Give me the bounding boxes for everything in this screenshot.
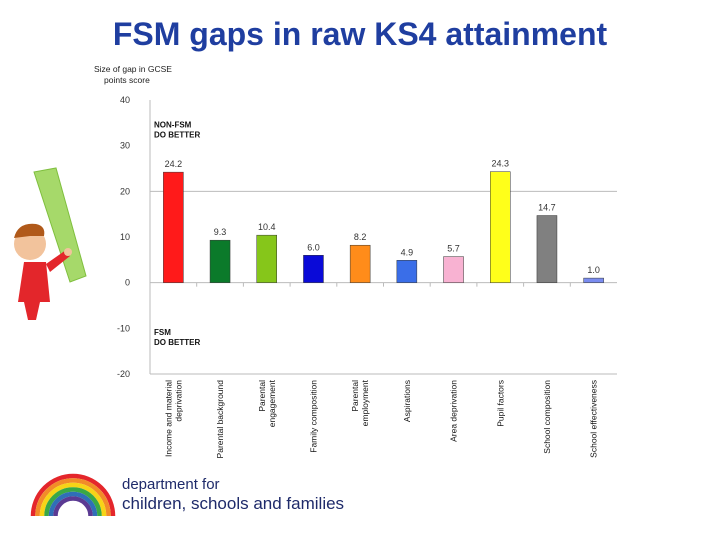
value-label: 5.7 <box>447 244 460 254</box>
value-label: 10.4 <box>258 222 276 232</box>
x-category-label-line: Parental background <box>215 380 225 459</box>
x-category-label-line: engagement <box>267 379 277 427</box>
y-tick-label: 40 <box>120 95 130 105</box>
y-axis-label-line: Size of gap in GCSE <box>94 64 172 74</box>
page-title: FSM gaps in raw KS4 attainment <box>112 16 608 52</box>
bar <box>583 277 604 283</box>
rainbow-arc <box>44 487 102 517</box>
org-name-line-1: department for <box>122 476 220 493</box>
value-label: 9.3 <box>214 227 227 237</box>
annotation-line: FSM <box>154 328 171 337</box>
y-tick-label: 30 <box>120 141 130 151</box>
x-category-label-line: Family composition <box>308 380 318 453</box>
value-label: 6.0 <box>307 242 320 252</box>
x-category-label-line: Income and material <box>163 380 173 457</box>
child-illustration <box>14 167 87 320</box>
rainbow-arc <box>35 478 111 517</box>
value-label: 4.9 <box>401 247 414 257</box>
bars <box>163 171 604 287</box>
y-tick-label: -10 <box>117 323 130 333</box>
x-category-label: Parental engagement <box>257 379 277 427</box>
x-category-label-line: School composition <box>542 380 552 454</box>
x-category-label-line: Pupil factors <box>495 380 505 427</box>
bar-chart: 40 30 20 10 0 -10 -20 Size of gap in GCSEpoint… <box>14 64 617 458</box>
x-category-label-line: School effectiveness <box>589 380 599 458</box>
bar <box>349 244 371 283</box>
x-category-label-line: deprivation <box>173 380 183 422</box>
x-category-label: School effectiveness <box>589 380 599 458</box>
rainbow-arc <box>39 482 107 517</box>
annotation-line: DO BETTER <box>154 338 200 347</box>
dcsf-logo: department for children, schools and fam… <box>30 470 360 520</box>
x-category-label: Area deprivation <box>449 380 459 442</box>
y-tick-labels: 40 30 20 10 0 -10 -20 <box>117 95 130 379</box>
value-labels: 24.2 9.3 10.4 6.0 8.2 4.9 5.7 24.3 14.7 1.0 <box>165 159 600 275</box>
x-category-label-line: Area deprivation <box>449 380 459 442</box>
y-axis-label-line: points score <box>104 75 150 85</box>
bar <box>536 215 558 283</box>
x-category-label: School composition <box>542 380 552 454</box>
rainbow-arc <box>53 496 93 517</box>
x-category-label: Income and material deprivation <box>163 380 183 457</box>
org-name-line-2: children, schools and families <box>122 494 345 513</box>
y-tick-label: 10 <box>120 232 130 242</box>
x-category-labels: Income and material deprivation Parental b… <box>163 379 598 458</box>
x-category-label: Parental employment <box>350 379 370 426</box>
annotation-line: DO BETTER <box>154 130 200 139</box>
x-category-label: Family composition <box>308 380 318 453</box>
annotation-line: NON-FSM <box>154 120 192 129</box>
bar <box>163 171 184 283</box>
rainbow-arc <box>30 473 116 517</box>
bar <box>490 171 511 283</box>
rainbow-icon <box>30 473 116 517</box>
x-category-label: Parental background <box>215 380 225 459</box>
y-tick-label: -20 <box>117 369 130 379</box>
bar <box>443 256 464 283</box>
value-label: 1.0 <box>587 265 600 275</box>
value-label: 24.2 <box>165 159 183 169</box>
value-label: 8.2 <box>354 232 367 242</box>
rainbow-arc <box>48 491 98 517</box>
value-label: 14.7 <box>538 203 556 213</box>
value-label: 24.3 <box>491 159 509 169</box>
y-tick-label: 0 <box>125 278 130 288</box>
x-category-label: Aspirations <box>402 380 412 422</box>
bar <box>303 255 324 283</box>
x-category-label-line: Parental <box>350 380 360 412</box>
bar <box>396 260 418 283</box>
x-category-label-line: employment <box>360 379 370 426</box>
x-category-label-line: Parental <box>257 380 267 412</box>
bar <box>256 234 277 283</box>
x-category-label-line: Aspirations <box>402 380 412 422</box>
x-category-label: Pupil factors <box>495 380 505 427</box>
bar <box>209 239 231 283</box>
y-tick-label: 20 <box>120 186 130 196</box>
